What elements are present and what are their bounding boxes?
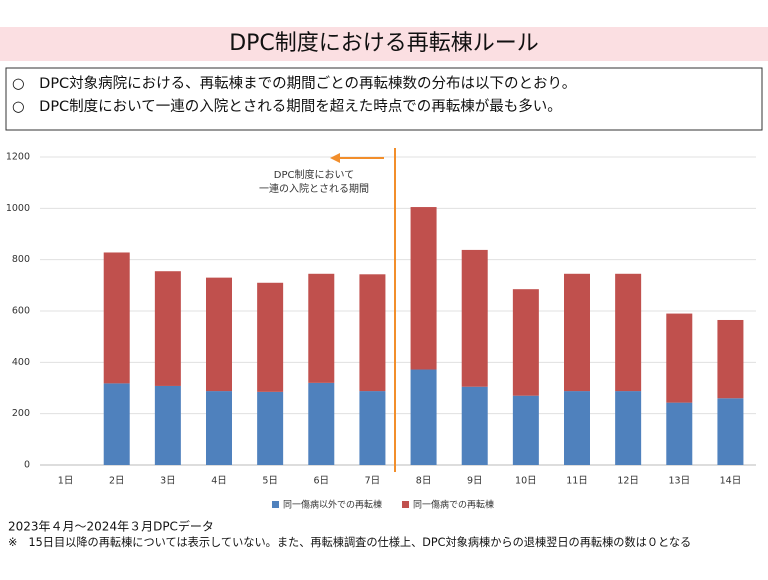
y-tick-label: 1200 [6, 152, 30, 163]
bar [410, 207, 437, 370]
x-tick-label: 10日 [515, 476, 537, 487]
x-tick-label: 2日 [109, 476, 125, 487]
x-tick-label: 12日 [617, 476, 639, 487]
bar [564, 391, 590, 465]
x-tick-label: 6日 [314, 476, 330, 487]
bar [103, 252, 130, 384]
bar [308, 382, 335, 465]
x-tick-label: 13日 [668, 476, 690, 487]
bar [512, 289, 539, 396]
bar [666, 313, 693, 403]
bar [666, 402, 693, 465]
bar [257, 282, 284, 392]
bar [206, 277, 232, 392]
bar [410, 369, 437, 465]
legend-label: 同一傷病以外での再転棟 [283, 499, 382, 511]
bar [257, 391, 284, 465]
x-tick-label: 5日 [262, 476, 278, 487]
bar [512, 395, 539, 465]
x-tick-label: 1日 [58, 476, 74, 487]
bullet: ○ DPC対象病院における、再転棟までの期間ごとの再転棟数の分布は以下のとおり。 [12, 75, 576, 92]
bar [461, 386, 488, 465]
bar [615, 273, 642, 392]
x-tick-label: 14日 [720, 476, 742, 487]
bar [717, 398, 744, 465]
bar [154, 271, 181, 386]
slide-title: DPC制度における再転棟ルール [229, 31, 539, 56]
bar [717, 319, 744, 399]
bullet-box [5, 67, 763, 131]
title-banner [0, 27, 768, 61]
x-tick-label: 4日 [211, 476, 227, 487]
annotation: DPC制度において [274, 168, 354, 181]
bar [154, 385, 181, 465]
x-tick-label: 11日 [566, 476, 588, 487]
bar [103, 383, 130, 465]
footer-note: 2023年４月～2024年３月DPCデータ [8, 519, 214, 534]
bar [615, 391, 642, 465]
bar [206, 391, 232, 465]
bar [564, 273, 590, 392]
bar [308, 273, 335, 383]
y-tick-label: 800 [12, 254, 30, 265]
x-tick-label: 8日 [416, 476, 432, 487]
legend-swatch [402, 501, 410, 508]
footer-note: ※ 15日目以降の再転棟については表示していない。また、再転棟調査の仕様上、DP… [8, 535, 691, 549]
legend-swatch [272, 501, 279, 508]
y-tick-label: 600 [12, 306, 30, 317]
y-tick-label: 1000 [6, 203, 30, 214]
x-tick-label: 9日 [467, 476, 483, 487]
bar [359, 391, 386, 465]
bullet: ○ DPC制度において一連の入院とされる期間を超えた時点での再転棟が最も多い。 [12, 98, 562, 115]
bar [359, 274, 386, 392]
x-tick-label: 3日 [160, 476, 176, 487]
bar [461, 249, 488, 387]
x-tick-label: 7日 [365, 476, 381, 487]
y-tick-label: 400 [12, 357, 30, 368]
y-tick-label: 200 [12, 408, 30, 419]
annotation: 一連の入院とされる期間 [259, 182, 369, 195]
legend-label: 同一傷病での再転棟 [413, 499, 494, 511]
y-tick-label: 0 [24, 460, 30, 471]
arrow-head [330, 153, 340, 163]
